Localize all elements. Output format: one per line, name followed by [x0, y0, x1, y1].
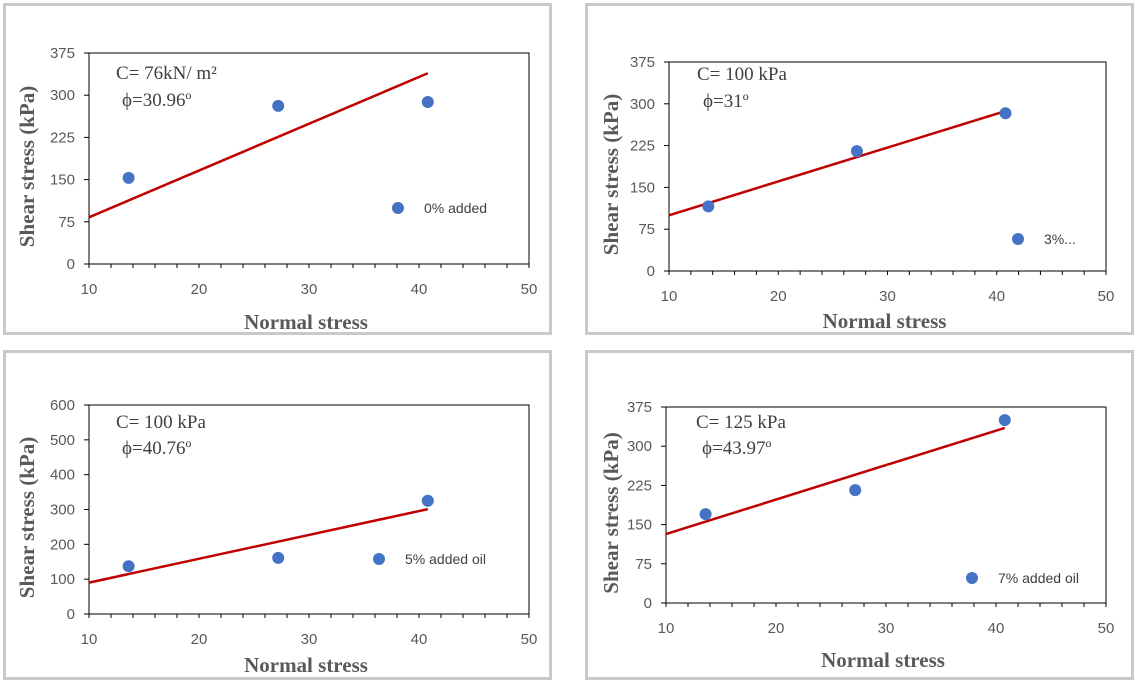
y-tick-label: 0 — [67, 256, 75, 273]
annotation-friction-angle: ϕ=31º — [703, 91, 749, 112]
y-tick-label: 0 — [647, 263, 655, 280]
y-tick-label: 300 — [50, 87, 75, 104]
x-tick-label: 40 — [411, 281, 428, 298]
chart-panel-0pct: 0 75 150 225 300 375 10 20 30 40 50 C= 76kN/ m² ϕ=30… — [3, 3, 552, 335]
trendline — [88, 72, 429, 219]
y-tick-label: 375 — [50, 45, 75, 62]
x-axis-title: Normal stress — [821, 648, 945, 672]
data-point — [699, 508, 712, 521]
legend-marker — [373, 553, 385, 565]
data-point — [122, 560, 135, 573]
y-tick-label: 0 — [67, 606, 75, 623]
x-tick-label: 10 — [81, 631, 98, 648]
x-tick-label: 20 — [191, 281, 208, 298]
data-point — [272, 99, 285, 112]
y-tick-label: 225 — [627, 477, 652, 494]
x-axis-title: Normal stress — [823, 309, 947, 333]
data-point — [702, 200, 715, 213]
y-axis-title: Shear stress (kPa) — [15, 437, 39, 598]
y-tick-label: 225 — [630, 138, 655, 155]
data-point — [421, 494, 434, 507]
y-tick-label: 375 — [630, 54, 655, 71]
trendline — [668, 109, 1006, 217]
y-tick-label: 75 — [635, 556, 652, 573]
x-tick-label: 50 — [1098, 620, 1115, 637]
legend-marker — [392, 202, 404, 214]
plot-area-border — [88, 404, 530, 615]
legend-marker — [1012, 233, 1024, 245]
x-tick-label: 30 — [301, 631, 318, 648]
x-tick-label: 40 — [988, 288, 1005, 305]
x-tick-label: 50 — [1098, 288, 1115, 305]
x-tick-label: 50 — [521, 631, 538, 648]
chart-panel-3pct: 0 75 150 225 300 375 10 20 30 40 50 C= 100 kPa ϕ=31º… — [585, 3, 1134, 335]
legend-label: 3%... — [1044, 231, 1076, 247]
y-tick-label: 500 — [50, 432, 75, 449]
x-tick-label: 20 — [191, 631, 208, 648]
y-tick-label: 225 — [50, 129, 75, 146]
y-tick-label: 100 — [50, 571, 75, 588]
y-axis-title: Shear stress (kPa) — [15, 86, 39, 247]
annotation-cohesion: C= 125 kPa — [696, 412, 786, 433]
x-tick-label: 50 — [521, 281, 538, 298]
y-tick-label: 75 — [58, 214, 75, 231]
y-tick-label: 75 — [638, 221, 655, 238]
data-point — [998, 414, 1011, 427]
y-tick-label: 150 — [627, 517, 652, 534]
data-point — [272, 551, 285, 564]
chart-svg: 0 75 150 225 300 375 10 20 30 40 50 C= 125 kPa ϕ=43.… — [599, 399, 1115, 672]
annotation-friction-angle: ϕ=30.96º — [122, 90, 191, 111]
y-tick-label: 0 — [644, 595, 652, 612]
trendline — [665, 426, 1006, 536]
x-tick-label: 40 — [988, 620, 1005, 637]
y-tick-label: 300 — [627, 438, 652, 455]
x-tick-label: 10 — [661, 288, 678, 305]
legend-label: 7% added oil — [998, 570, 1079, 586]
x-tick-label: 20 — [770, 288, 787, 305]
annotation-friction-angle: ϕ=43.97º — [702, 438, 771, 459]
chart-svg: 0 75 150 225 300 375 10 20 30 40 50 C= 76kN/ m² ϕ=30… — [15, 45, 538, 334]
legend-label: 5% added oil — [405, 551, 486, 567]
x-axis-title: Normal stress — [244, 653, 368, 677]
chart-panel-5pct: 0 100 200 300 400 500 600 10 20 30 40 50 C= 100 kPa ϕ… — [3, 350, 552, 680]
data-point — [421, 95, 434, 108]
y-tick-label: 150 — [50, 172, 75, 189]
data-point — [999, 107, 1012, 120]
y-axis-title: Shear stress (kPa) — [599, 432, 623, 593]
data-point — [849, 484, 862, 497]
legend-marker — [966, 572, 978, 584]
trendline — [88, 507, 429, 584]
plot-area-border — [88, 52, 530, 265]
legend-label: 0% added — [424, 200, 487, 216]
x-tick-label: 30 — [301, 281, 318, 298]
chart-svg: 0 100 200 300 400 500 600 10 20 30 40 50 C= 100 kPa ϕ… — [15, 397, 538, 677]
y-tick-label: 375 — [627, 399, 652, 416]
x-tick-label: 20 — [768, 620, 785, 637]
y-tick-label: 150 — [630, 179, 655, 196]
x-tick-label: 10 — [658, 620, 675, 637]
y-tick-label: 600 — [50, 397, 75, 414]
x-tick-label: 30 — [878, 620, 895, 637]
chart-panel-7pct: 0 75 150 225 300 375 10 20 30 40 50 C= 125 kPa ϕ=43.… — [585, 350, 1134, 680]
y-tick-label: 200 — [50, 536, 75, 553]
annotation-cohesion: C= 76kN/ m² — [116, 63, 217, 84]
x-tick-label: 30 — [879, 288, 896, 305]
data-point — [122, 171, 135, 184]
x-tick-label: 40 — [411, 631, 428, 648]
y-axis-title: Shear stress (kPa) — [599, 94, 623, 255]
data-point — [850, 145, 863, 158]
annotation-cohesion: C= 100 kPa — [697, 64, 787, 85]
y-tick-label: 400 — [50, 467, 75, 484]
y-tick-label: 300 — [50, 502, 75, 519]
annotation-friction-angle: ϕ=40.76º — [122, 438, 191, 459]
x-tick-label: 10 — [81, 281, 98, 298]
x-axis-title: Normal stress — [244, 310, 368, 334]
chart-svg: 0 75 150 225 300 375 10 20 30 40 50 C= 100 kPa ϕ=31º… — [599, 54, 1115, 333]
annotation-cohesion: C= 100 kPa — [116, 412, 206, 433]
y-tick-label: 300 — [630, 96, 655, 113]
